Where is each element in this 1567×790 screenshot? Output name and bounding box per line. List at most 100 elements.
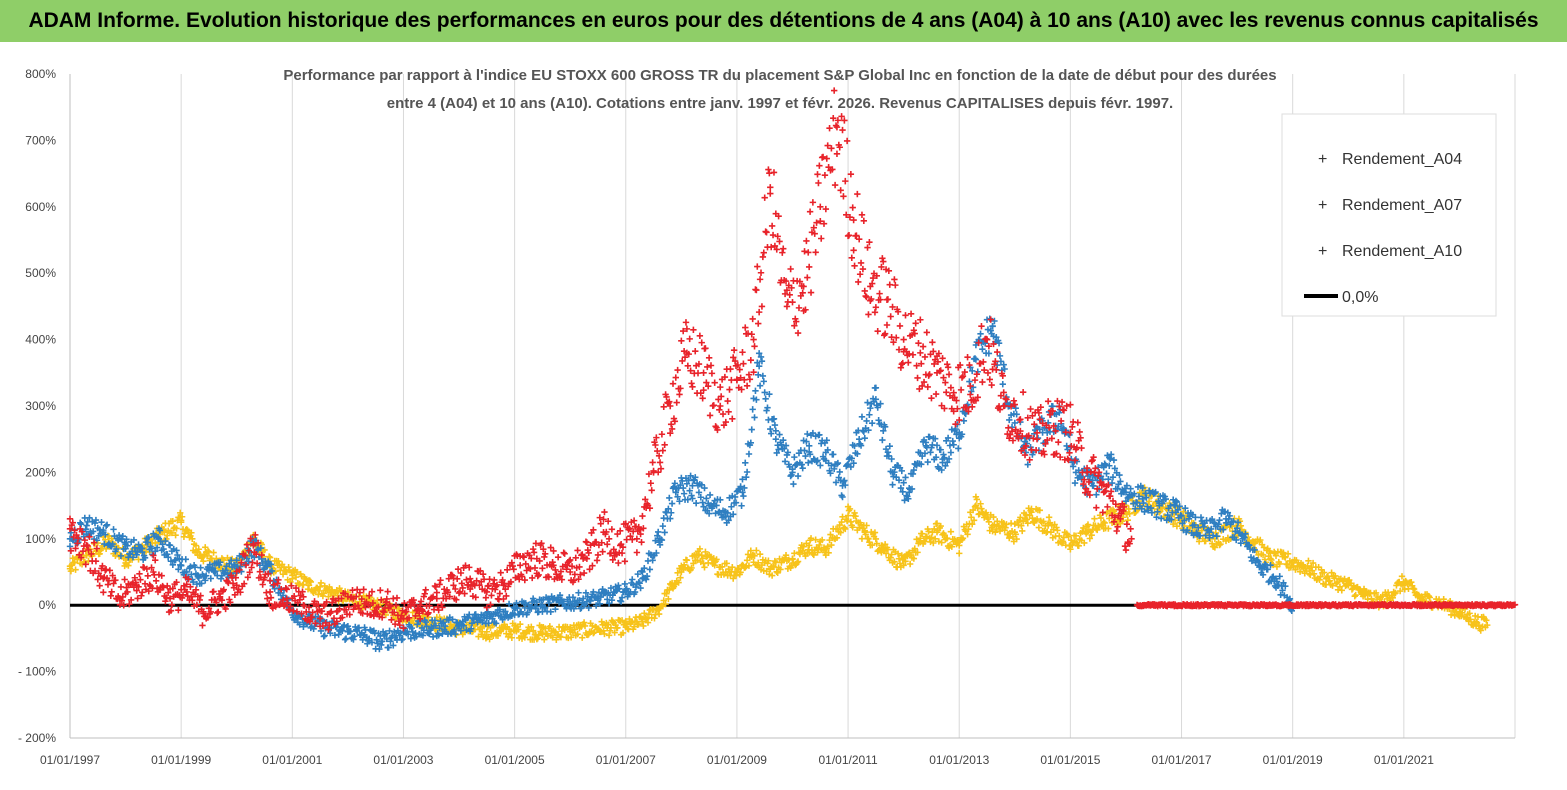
scatter-mark xyxy=(873,540,880,547)
scatter-mark xyxy=(755,320,762,327)
scatter-mark xyxy=(478,618,486,626)
scatter-mark xyxy=(579,551,586,558)
scatter-mark xyxy=(912,320,919,327)
scatter-mark xyxy=(971,376,979,384)
scatter-mark xyxy=(120,602,127,609)
scatter-mark xyxy=(266,554,274,561)
scatter-mark xyxy=(283,586,290,593)
scatter-mark xyxy=(1071,479,1079,487)
scatter-mark xyxy=(1053,450,1060,457)
scatter-mark xyxy=(548,563,555,570)
data-point xyxy=(516,562,524,569)
scatter-mark xyxy=(859,265,867,273)
scatter-mark xyxy=(137,576,144,583)
scatter-mark xyxy=(1351,592,1358,600)
y-tick-label: 800% xyxy=(25,67,56,81)
scatter-mark xyxy=(102,566,110,573)
scatter-mark xyxy=(990,513,997,521)
scatter-mark xyxy=(275,576,282,584)
scatter-mark xyxy=(215,608,222,616)
scatter-mark xyxy=(541,550,549,558)
scatter-mark xyxy=(1379,592,1386,600)
scatter-mark xyxy=(323,598,330,606)
scatter-mark xyxy=(432,622,440,629)
x-tick-label: 01/01/2017 xyxy=(1152,753,1212,767)
scatter-mark xyxy=(355,624,363,631)
scatter-mark xyxy=(311,598,318,605)
scatter-mark xyxy=(1309,559,1317,567)
scatter-mark xyxy=(1210,519,1218,526)
data-point xyxy=(767,190,774,197)
scatter-mark xyxy=(672,374,679,381)
scatter-mark xyxy=(556,591,564,599)
scatter-mark xyxy=(794,329,802,337)
scatter-mark xyxy=(378,596,385,604)
scatter-mark xyxy=(1320,569,1328,576)
scatter-mark xyxy=(160,584,167,591)
scatter-mark xyxy=(630,517,638,524)
scatter-mark xyxy=(605,632,613,639)
scatter-mark xyxy=(1324,573,1332,580)
scatter-mark xyxy=(1267,561,1274,569)
scatter-mark xyxy=(1332,572,1339,580)
scatter-mark xyxy=(529,574,536,582)
scatter-mark xyxy=(623,585,630,592)
scatter-mark xyxy=(536,557,543,565)
scatter-mark xyxy=(779,249,786,256)
scatter-mark xyxy=(1276,560,1283,568)
scatter-mark xyxy=(163,594,170,601)
scatter-mark xyxy=(530,549,538,556)
scatter-mark xyxy=(267,561,275,568)
scatter-mark xyxy=(134,595,141,602)
scatter-mark xyxy=(1270,573,1277,580)
scatter-mark xyxy=(427,627,434,634)
scatter-mark xyxy=(491,586,499,593)
scatter-mark xyxy=(771,421,779,429)
scatter-mark xyxy=(687,472,694,479)
scatter-mark xyxy=(959,535,967,542)
scatter-mark xyxy=(598,618,605,625)
scatter-mark xyxy=(1206,534,1213,541)
scatter-mark xyxy=(755,350,763,357)
scatter-mark xyxy=(446,593,453,600)
scatter-mark xyxy=(699,395,706,402)
scatter-mark xyxy=(590,629,597,637)
scatter-mark xyxy=(456,588,464,595)
scatter-mark xyxy=(656,541,664,549)
scatter-mark xyxy=(189,597,196,604)
scatter-mark xyxy=(439,630,446,638)
scatter-mark xyxy=(173,547,180,554)
scatter-mark xyxy=(625,526,632,533)
scatter-mark xyxy=(977,500,984,507)
scatter-mark xyxy=(421,590,428,597)
scatter-mark xyxy=(150,552,157,559)
scatter-mark xyxy=(1475,622,1483,629)
scatter-mark xyxy=(178,513,186,520)
scatter-mark xyxy=(1069,423,1076,430)
scatter-mark xyxy=(229,580,237,587)
scatter-mark xyxy=(172,556,179,564)
scatter-mark xyxy=(1232,528,1239,535)
scatter-mark xyxy=(286,606,293,614)
scatter-mark xyxy=(827,470,834,477)
scatter-mark xyxy=(918,360,925,367)
scatter-mark xyxy=(649,557,656,564)
scatter-mark xyxy=(989,322,996,330)
scatter-mark xyxy=(488,592,495,599)
scatter-mark xyxy=(444,588,452,596)
scatter-mark xyxy=(339,614,346,621)
scatter-mark xyxy=(600,627,607,634)
scatter-mark xyxy=(862,531,869,538)
data-point xyxy=(1033,436,1041,443)
scatter-mark xyxy=(452,585,459,593)
y-tick-label: - 100% xyxy=(18,665,56,679)
scatter-mark xyxy=(538,540,545,547)
scatter-mark xyxy=(346,611,353,618)
scatter-mark xyxy=(641,564,648,572)
scatter-mark xyxy=(677,574,684,581)
scatter-mark xyxy=(1023,516,1031,523)
scatter-mark xyxy=(1145,498,1153,505)
scatter-mark xyxy=(804,274,811,281)
scatter-mark xyxy=(937,446,944,453)
scatter-mark xyxy=(451,626,458,634)
